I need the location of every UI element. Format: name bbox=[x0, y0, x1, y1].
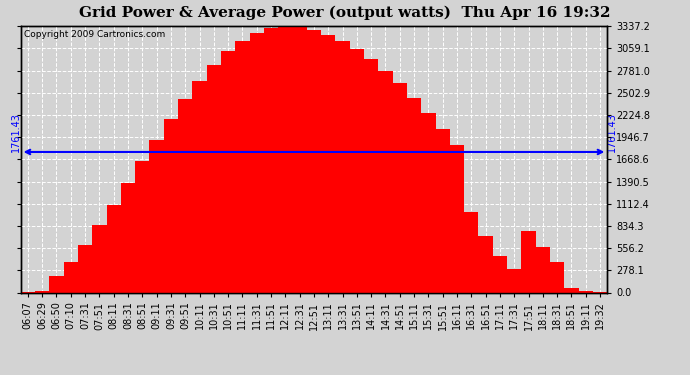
Bar bbox=[507, 269, 522, 292]
Text: 1761.43: 1761.43 bbox=[11, 112, 21, 152]
Bar bbox=[135, 161, 150, 292]
Bar bbox=[207, 65, 221, 292]
Bar bbox=[221, 51, 235, 292]
Bar bbox=[250, 33, 264, 292]
Bar bbox=[550, 262, 564, 292]
Bar bbox=[35, 291, 49, 292]
Bar bbox=[522, 231, 535, 292]
Bar bbox=[435, 129, 450, 292]
Bar bbox=[264, 28, 278, 292]
Bar bbox=[335, 41, 350, 292]
Bar bbox=[278, 26, 293, 292]
Bar bbox=[121, 183, 135, 292]
Bar bbox=[350, 50, 364, 292]
Bar bbox=[393, 84, 407, 292]
Bar bbox=[407, 98, 421, 292]
Bar bbox=[49, 276, 63, 292]
Bar bbox=[364, 59, 378, 292]
Bar bbox=[63, 262, 78, 292]
Bar bbox=[478, 236, 493, 292]
Bar bbox=[178, 99, 193, 292]
Bar bbox=[464, 212, 478, 292]
Text: 1761.43: 1761.43 bbox=[607, 112, 617, 152]
Bar bbox=[106, 205, 121, 292]
Bar bbox=[493, 256, 507, 292]
Bar bbox=[535, 247, 550, 292]
Bar bbox=[579, 291, 593, 292]
Bar bbox=[235, 40, 250, 292]
Text: Copyright 2009 Cartronics.com: Copyright 2009 Cartronics.com bbox=[23, 30, 165, 39]
Bar bbox=[450, 145, 464, 292]
Bar bbox=[92, 225, 106, 292]
Bar bbox=[164, 118, 178, 292]
Bar bbox=[321, 35, 335, 292]
Text: Grid Power & Average Power (output watts)  Thu Apr 16 19:32: Grid Power & Average Power (output watts… bbox=[79, 6, 611, 20]
Bar bbox=[193, 81, 207, 292]
Bar bbox=[421, 112, 435, 292]
Bar bbox=[293, 27, 307, 292]
Bar bbox=[150, 140, 164, 292]
Bar bbox=[564, 288, 579, 292]
Bar bbox=[307, 30, 321, 292]
Bar bbox=[378, 71, 393, 292]
Bar bbox=[78, 244, 92, 292]
